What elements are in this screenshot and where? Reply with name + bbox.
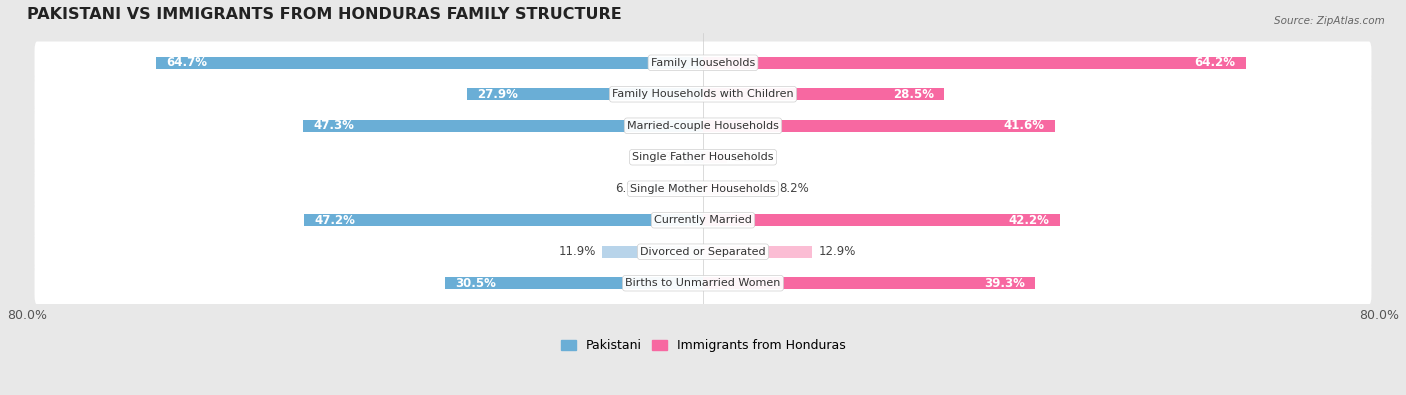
Text: Births to Unmarried Women: Births to Unmarried Women [626,278,780,288]
Bar [703,56,1246,69]
Bar [304,214,703,226]
Bar [446,277,703,290]
Bar [703,151,727,164]
Bar [703,277,1035,290]
FancyBboxPatch shape [35,230,1371,273]
Text: 47.3%: 47.3% [314,119,354,132]
Text: 30.5%: 30.5% [456,277,496,290]
Bar [304,120,703,132]
FancyBboxPatch shape [35,262,1371,305]
Bar [703,214,1060,226]
Text: 6.1%: 6.1% [614,182,645,195]
Text: 39.3%: 39.3% [984,277,1025,290]
FancyBboxPatch shape [35,167,1371,210]
Text: 41.6%: 41.6% [1004,119,1045,132]
Text: Family Households: Family Households [651,58,755,68]
Text: 12.9%: 12.9% [818,245,856,258]
Text: Currently Married: Currently Married [654,215,752,225]
Text: 11.9%: 11.9% [558,245,596,258]
Text: 64.2%: 64.2% [1194,56,1236,69]
Text: 47.2%: 47.2% [315,214,356,227]
Text: 2.8%: 2.8% [734,151,763,164]
Text: 8.2%: 8.2% [779,182,808,195]
Text: Single Mother Households: Single Mother Households [630,184,776,194]
Text: 28.5%: 28.5% [893,88,934,101]
Bar [703,182,772,195]
Bar [651,182,703,195]
Text: 2.3%: 2.3% [647,151,676,164]
Text: 42.2%: 42.2% [1008,214,1049,227]
FancyBboxPatch shape [35,73,1371,115]
Text: PAKISTANI VS IMMIGRANTS FROM HONDURAS FAMILY STRUCTURE: PAKISTANI VS IMMIGRANTS FROM HONDURAS FA… [27,7,621,22]
Bar [703,120,1054,132]
FancyBboxPatch shape [35,105,1371,147]
FancyBboxPatch shape [35,136,1371,179]
Bar [467,88,703,100]
Text: Divorced or Separated: Divorced or Separated [640,247,766,257]
Bar [703,246,813,258]
Legend: Pakistani, Immigrants from Honduras: Pakistani, Immigrants from Honduras [555,334,851,357]
Text: 27.9%: 27.9% [478,88,519,101]
Text: Married-couple Households: Married-couple Households [627,121,779,131]
Bar [703,88,943,100]
Text: Source: ZipAtlas.com: Source: ZipAtlas.com [1274,16,1385,26]
FancyBboxPatch shape [35,199,1371,241]
FancyBboxPatch shape [35,41,1371,84]
Bar [683,151,703,164]
Bar [156,56,703,69]
Text: Single Father Households: Single Father Households [633,152,773,162]
Text: 64.7%: 64.7% [166,56,207,69]
Bar [602,246,703,258]
Text: Family Households with Children: Family Households with Children [612,89,794,99]
